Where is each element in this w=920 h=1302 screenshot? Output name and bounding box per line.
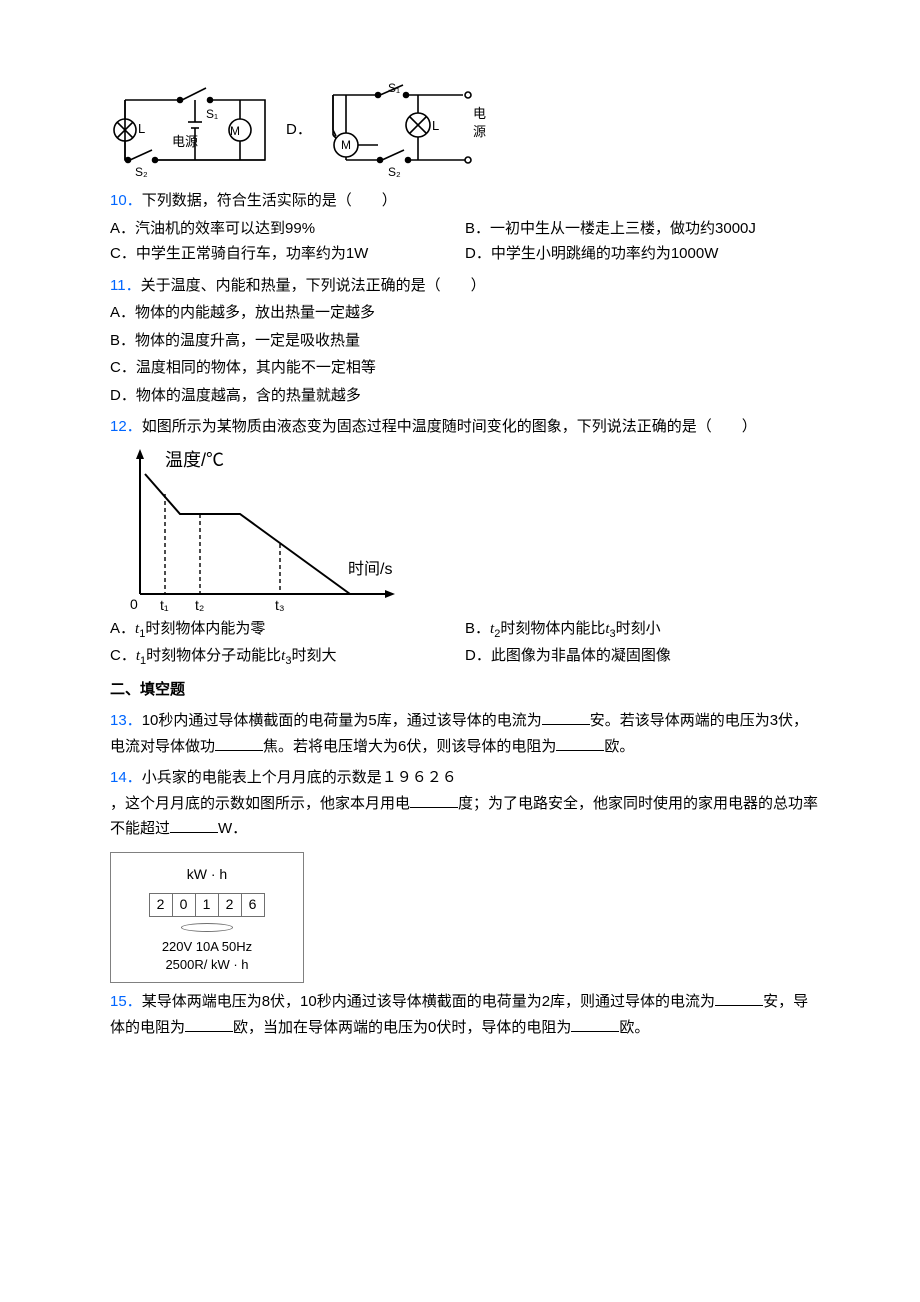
- page-content: L S₁ M 电源 S₂ D．: [0, 0, 920, 1080]
- graph-xlabel: 时间/s: [348, 560, 392, 578]
- meter-spec2: 2500R/ kW · h: [119, 956, 295, 974]
- q14-blank1: [410, 792, 458, 808]
- graph-ylabel: 温度/℃: [165, 450, 224, 470]
- bulb-label-c: L: [138, 121, 145, 136]
- q13-num: 13．: [110, 712, 142, 729]
- q13: 13．10秒内通过导体横截面的电荷量为5库，通过该导体的电流为安。若该导体两端的…: [110, 708, 820, 759]
- source-label-d1: 电: [473, 106, 486, 121]
- q11-num: 11．: [110, 277, 141, 294]
- q14-a: ，这个月月底的示数如图所示，他家本月用电: [110, 795, 410, 812]
- source-label-c: 电源: [172, 134, 198, 149]
- meter-digits: 2 0 1 2 6: [119, 893, 295, 917]
- meter-d2: 1: [195, 893, 219, 917]
- q10-num: 10．: [110, 192, 142, 209]
- q11-options: A．物体的内能越多，放出热量一定越多 B．物体的温度升高，一定是吸收热量 C．温…: [110, 300, 820, 408]
- q15-num: 15．: [110, 993, 142, 1010]
- motor-label-c: M: [230, 124, 240, 138]
- s1-label-d: S₁: [388, 81, 400, 95]
- bulb-label-d: L: [432, 118, 439, 133]
- q10-text: 下列数据，符合生活实际的是（ ）: [142, 192, 397, 209]
- q14-c: W．: [218, 820, 247, 837]
- q10-optD: D．中学生小明跳绳的功率约为1000W: [465, 241, 820, 267]
- q13-blank2: [215, 735, 263, 751]
- q12-optA: A．t1时刻物体内能为零: [110, 616, 465, 644]
- q13-blank3: [556, 735, 604, 751]
- q13-c: 焦。若将电压增大为6伏，则该导体的电阻为: [263, 738, 556, 755]
- s1-label-c: S₁: [206, 107, 218, 121]
- electric-meter: kW · h 2 0 1 2 6 220V 10A 50Hz 2500R/ kW…: [110, 852, 304, 983]
- motor-label-d: M: [341, 138, 351, 152]
- meter-d3: 2: [218, 893, 242, 917]
- q14-blank2: [170, 817, 218, 833]
- meter-unit: kW · h: [119, 863, 295, 887]
- s2-label-d: S₂: [388, 165, 401, 179]
- q10-stem: 10．下列数据，符合生活实际的是（ ）: [110, 188, 820, 214]
- q14-num: 14．: [110, 769, 142, 786]
- q12-optC: C．t1时刻物体分子动能比t3时刻大: [110, 643, 465, 671]
- q13-d: 欧。: [604, 738, 634, 755]
- q15-blank1: [715, 990, 763, 1006]
- meter-d0: 2: [149, 893, 173, 917]
- q11-text: 关于温度、内能和热量，下列说法正确的是（ ）: [141, 277, 486, 294]
- q12-num: 12．: [110, 418, 142, 435]
- q12-optD: D．此图像为非晶体的凝固图像: [465, 643, 820, 671]
- q10-optA: A．汽油机的效率可以达到99%: [110, 216, 465, 242]
- q11-optB: B．物体的温度升高，一定是吸收热量: [110, 328, 820, 354]
- option-d-prefix: D．: [286, 117, 312, 143]
- q11-stem: 11．关于温度、内能和热量，下列说法正确的是（ ）: [110, 273, 820, 299]
- q14-line2: ，这个月月底的示数如图所示，他家本月用电度；为了电路安全，他家同时使用的家用电器…: [110, 791, 820, 842]
- source-label-d2: 源: [473, 124, 486, 139]
- graph-t3: t₃: [275, 597, 285, 613]
- q12-options: A．t1时刻物体内能为零 B．t2时刻物体内能比t3时刻小 C．t1时刻物体分子…: [110, 616, 820, 671]
- circuit-diagram-row: L S₁ M 电源 S₂ D．: [110, 80, 820, 180]
- q15-blank3: [571, 1016, 619, 1032]
- q15-d: 欧。: [619, 1019, 649, 1036]
- graph-t2: t₂: [195, 597, 204, 613]
- q13-a: 10秒内通过导体横截面的电荷量为5库，通过该导体的电流为: [142, 712, 542, 729]
- q15-a: 某导体两端电压为8伏，10秒内通过该导体横截面的电荷量为2库，则通过导体的电流为: [142, 993, 715, 1010]
- q14: 14．小兵家的电能表上个月月底的示数是１９６２６: [110, 765, 820, 791]
- s2-label-c: S₂: [135, 165, 148, 179]
- q10-optC: C．中学生正常骑自行车，功率约为1W: [110, 241, 465, 267]
- q12-optB: B．t2时刻物体内能比t3时刻小: [465, 616, 820, 644]
- meter-d4: 6: [241, 893, 265, 917]
- q10-optB: B．一初中生从一楼走上三楼，做功约3000J: [465, 216, 820, 242]
- q11-optC: C．温度相同的物体，其内能不一定相等: [110, 355, 820, 381]
- section-2-heading: 二、填空题: [110, 677, 820, 703]
- graph-t1: t₁: [160, 597, 169, 613]
- q13-blank1: [542, 709, 590, 725]
- meter-spec1: 220V 10A 50Hz: [119, 938, 295, 956]
- circuit-diagram-d: S₁ M L 电 源 S₂: [318, 80, 488, 180]
- q15-c: 欧，当加在导体两端的电压为0伏时，导体的电阻为: [233, 1019, 571, 1036]
- graph-origin: 0: [130, 596, 138, 612]
- q14-l1: 小兵家的电能表上个月月底的示数是１９６２６: [142, 769, 457, 786]
- q11-optD: D．物体的温度越高，含的热量就越多: [110, 383, 820, 409]
- q15-blank2: [185, 1016, 233, 1032]
- q10-options: A．汽油机的效率可以达到99% B．一初中生从一楼走上三楼，做功约3000J C…: [110, 216, 820, 267]
- q12-text: 如图所示为某物质由液态变为固态过程中温度随时间变化的图象，下列说法正确的是（ ）: [142, 418, 757, 435]
- circuit-diagram-c: L S₁ M 电源 S₂: [110, 80, 280, 180]
- q12-stem: 12．如图所示为某物质由液态变为固态过程中温度随时间变化的图象，下列说法正确的是…: [110, 414, 820, 440]
- meter-dial-icon: [181, 923, 233, 932]
- q15: 15．某导体两端电压为8伏，10秒内通过该导体横截面的电荷量为2库，则通过导体的…: [110, 989, 820, 1040]
- meter-d1: 0: [172, 893, 196, 917]
- cooling-graph: 0 温度/℃ 时间/s t₁ t₂ t₃: [110, 444, 410, 614]
- q11-optA: A．物体的内能越多，放出热量一定越多: [110, 300, 820, 326]
